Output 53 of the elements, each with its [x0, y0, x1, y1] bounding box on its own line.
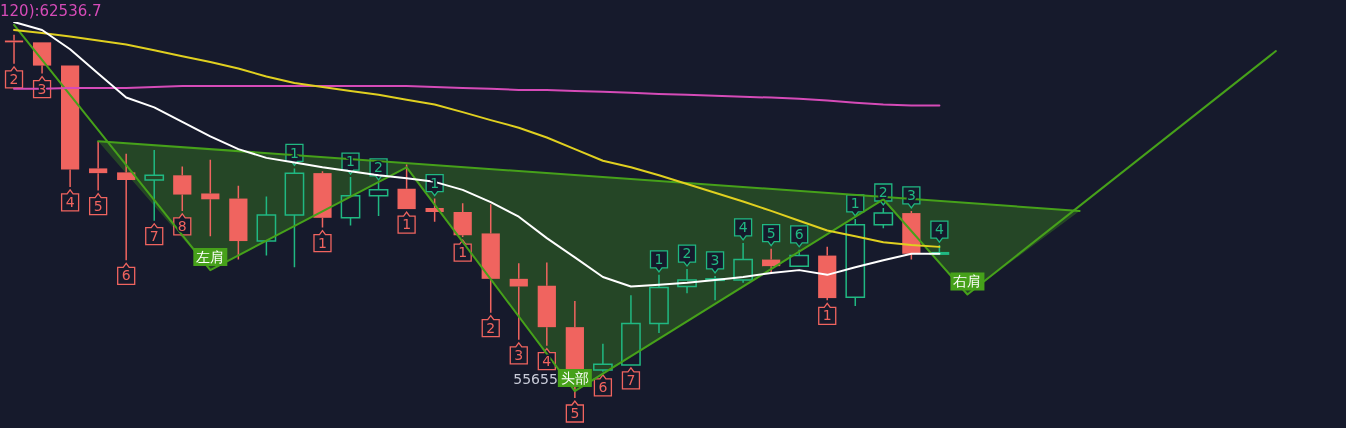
- candlestick: [397, 163, 416, 210]
- text: 6: [794, 225, 804, 242]
- text: 7: [626, 372, 636, 389]
- text: 1: [822, 307, 832, 324]
- text: 4: [65, 194, 75, 211]
- candlestick: [649, 274, 669, 334]
- candlestick: [117, 153, 136, 262]
- candlestick: [705, 275, 725, 302]
- candlestick: [229, 185, 248, 261]
- candlestick: [733, 242, 753, 284]
- text: 120):62536.7: [0, 1, 102, 20]
- text: 4: [934, 221, 944, 238]
- text: 3: [710, 252, 720, 269]
- text: 8: [177, 218, 187, 235]
- candlestick: [144, 149, 165, 222]
- text: 1: [402, 216, 412, 233]
- text: 2: [682, 245, 692, 262]
- annotation: 右肩: [953, 273, 982, 290]
- text: 3: [514, 347, 524, 364]
- text: 2: [486, 319, 496, 336]
- text: 1: [654, 250, 664, 267]
- candlestick: [89, 140, 108, 192]
- candlestick: [368, 182, 389, 217]
- text: 5: [766, 224, 776, 241]
- candlestick: [256, 195, 277, 257]
- candlestick: [60, 65, 80, 188]
- annotation: 头部: [560, 369, 589, 386]
- text: 2: [878, 184, 888, 201]
- text: 1: [458, 244, 468, 261]
- annotation: 左肩: [196, 248, 225, 265]
- annotation: 55655: [513, 370, 558, 387]
- text: 4: [542, 352, 552, 369]
- candlestick: [284, 167, 305, 268]
- text: 2: [9, 70, 19, 87]
- text: 5: [570, 405, 580, 422]
- candlestick: [593, 343, 613, 373]
- candlestick: [509, 262, 528, 341]
- text: 6: [121, 267, 131, 284]
- text: 7: [149, 227, 159, 244]
- candlestick: [677, 268, 697, 295]
- text: 1: [318, 234, 327, 251]
- candlestick: [481, 203, 500, 314]
- text: 5: [93, 197, 103, 214]
- text: 4: [738, 219, 748, 236]
- candlestick: [621, 294, 641, 366]
- text: 2: [374, 159, 384, 176]
- text: 1: [850, 195, 860, 212]
- candlestick: [537, 261, 556, 347]
- candlestick: [201, 158, 220, 238]
- candlestick: [173, 165, 192, 212]
- text: 6: [598, 378, 608, 395]
- candlestick: [818, 246, 837, 302]
- candlestick: [340, 176, 361, 227]
